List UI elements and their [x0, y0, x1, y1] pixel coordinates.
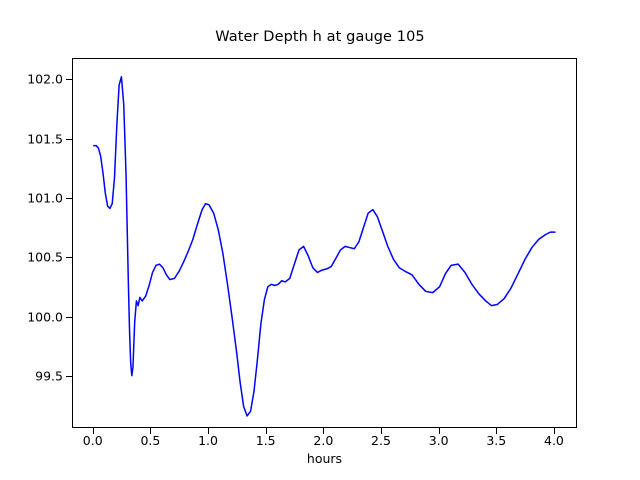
x-tick-label: 1.5	[255, 433, 276, 448]
y-tick-label: 99.5	[35, 368, 63, 384]
x-tick-mark	[323, 428, 325, 434]
y-tick-label: 100.0	[27, 309, 63, 325]
x-tick-mark	[92, 428, 94, 434]
y-tick-label: 102.0	[27, 71, 63, 87]
y-tick-label: 101.5	[27, 131, 63, 147]
y-tick-mark	[66, 138, 72, 140]
x-tick-label: 0.5	[140, 433, 161, 448]
x-tick-label: 2.0	[313, 433, 334, 448]
x-tick-label: 3.5	[486, 433, 507, 448]
y-tick-mark	[66, 257, 72, 259]
series-line-h	[93, 76, 556, 417]
data-line-svg	[93, 76, 556, 417]
y-tick-mark	[66, 197, 72, 199]
x-tick-mark	[438, 428, 440, 434]
x-tick-label: 1.0	[198, 433, 218, 448]
x-tick-mark	[496, 428, 498, 434]
x-tick-label: 3.0	[428, 433, 449, 448]
x-tick-mark	[150, 428, 152, 434]
y-tick-mark	[66, 316, 72, 318]
x-axis-label: hours	[306, 451, 343, 466]
x-tick-mark	[380, 428, 382, 434]
x-tick-label: 4.0	[543, 433, 564, 448]
y-tick-mark	[66, 375, 72, 377]
plot-area	[72, 58, 577, 428]
y-tick-label: 101.0	[27, 190, 63, 206]
x-tick-label: 0.0	[82, 433, 103, 448]
y-axis-tick-labels: 99.5 100.0 100.5 101.0 101.5 102.0	[0, 58, 63, 428]
x-axis-tick-labels: 0.0 0.5 1.0 1.5 2.0 2.5 3.0 3.5 4.0	[72, 433, 577, 451]
x-tick-mark	[265, 428, 267, 434]
x-tick-mark	[208, 428, 210, 434]
y-tick-label: 100.5	[27, 249, 63, 265]
chart-title: Water Depth h at gauge 105	[215, 29, 425, 45]
x-tick-mark	[553, 428, 555, 434]
x-tick-label: 2.5	[371, 433, 391, 448]
y-tick-mark	[66, 79, 72, 81]
